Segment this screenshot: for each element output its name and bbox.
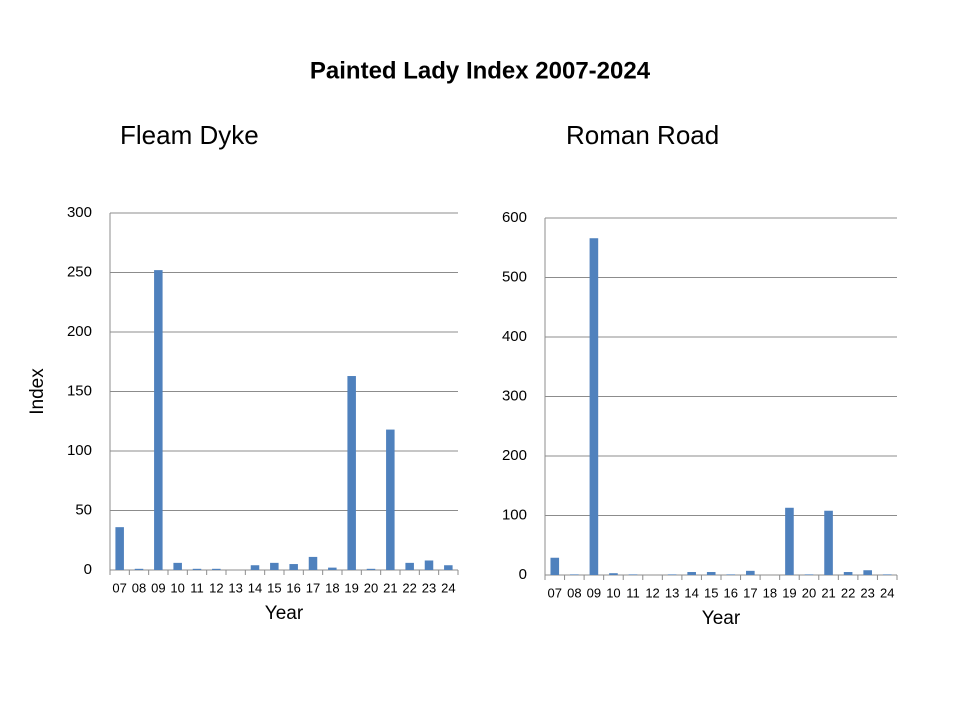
x-tick-label: 24 [441, 580, 455, 595]
x-tick-label: 14 [248, 580, 262, 595]
x-axis-title: Year [265, 603, 304, 624]
x-tick-label: 19 [782, 585, 796, 600]
y-tick-label: 200 [67, 323, 92, 340]
x-tick-label: 10 [606, 585, 620, 600]
x-tick-label: 21 [821, 585, 835, 600]
y-tick-label: 50 [75, 501, 92, 518]
x-tick-label: 08 [132, 580, 146, 595]
x-tick-label: 16 [724, 585, 738, 600]
bar [386, 429, 395, 570]
bar [882, 574, 892, 575]
y-tick-label: 250 [67, 263, 92, 280]
x-tick-label: 07 [112, 580, 126, 595]
bar [115, 527, 124, 570]
bar [308, 556, 318, 570]
bar [824, 510, 833, 575]
bar [173, 562, 182, 570]
y-tick-label: 200 [502, 447, 527, 464]
x-tick-label: 24 [880, 585, 894, 600]
chart-title: Fleam Dyke [120, 120, 259, 150]
bar [687, 572, 696, 575]
x-tick-label: 12 [645, 585, 659, 600]
bar [250, 565, 260, 570]
bar [347, 376, 356, 570]
x-tick-label: 22 [402, 580, 416, 595]
y-tick-label: 300 [502, 387, 527, 404]
x-tick-label: 17 [306, 580, 320, 595]
y-tick-label: 150 [67, 382, 92, 399]
x-tick-label: 23 [860, 585, 874, 600]
x-tick-label: 16 [286, 580, 300, 595]
y-tick-label: 600 [502, 209, 527, 226]
bar [192, 568, 202, 570]
x-tick-label: 08 [567, 585, 581, 600]
bar [134, 568, 144, 570]
bar [550, 557, 560, 575]
x-tick-label: 10 [170, 580, 184, 595]
y-tick-label: 100 [67, 442, 92, 459]
x-tick-label: 09 [587, 585, 601, 600]
x-tick-label: 13 [228, 580, 242, 595]
x-tick-label: 09 [151, 580, 165, 595]
x-axis-title: Year [702, 608, 741, 629]
y-tick-label: 0 [519, 566, 527, 583]
bar [589, 238, 599, 576]
x-tick-label: 19 [344, 580, 358, 595]
x-tick-label: 18 [763, 585, 777, 600]
bar [328, 567, 337, 570]
x-tick-label: 11 [626, 585, 640, 600]
slide-title: Painted Lady Index 2007-2024 [310, 57, 651, 84]
y-tick-label: 500 [502, 268, 527, 285]
x-tick-label: 07 [548, 585, 562, 600]
x-tick-label: 21 [383, 580, 397, 595]
x-tick-label: 15 [704, 585, 718, 600]
x-tick-label: 14 [684, 585, 698, 600]
x-tick-label: 18 [325, 580, 339, 595]
bar [628, 574, 638, 575]
x-tick-label: 20 [802, 585, 816, 600]
chart-title: Roman Road [566, 120, 719, 150]
x-tick-label: 12 [209, 580, 223, 595]
bar [154, 270, 163, 570]
bar [289, 564, 298, 570]
bar [726, 574, 736, 575]
bar [424, 560, 434, 570]
bar [609, 573, 618, 575]
bar [405, 562, 414, 570]
x-tick-label: 15 [267, 580, 281, 595]
bar [804, 574, 814, 575]
y-tick-label: 0 [84, 561, 92, 578]
x-tick-label: 20 [364, 580, 378, 595]
y-tick-label: 100 [502, 506, 527, 523]
x-tick-label: 22 [841, 585, 855, 600]
bar [843, 572, 853, 575]
bar [366, 568, 376, 570]
bar [270, 562, 279, 570]
y-tick-label: 300 [67, 204, 92, 221]
x-tick-label: 23 [422, 580, 436, 595]
bar [667, 574, 677, 575]
x-tick-label: 17 [743, 585, 757, 600]
bar [746, 570, 755, 575]
x-tick-label: 11 [190, 580, 204, 595]
bar [863, 570, 872, 575]
x-tick-label: 13 [665, 585, 679, 600]
y-axis-title: Index [27, 368, 48, 415]
bar [785, 507, 794, 575]
bar [212, 568, 221, 570]
y-tick-label: 400 [502, 328, 527, 345]
bar [706, 572, 716, 575]
bar [570, 574, 579, 575]
bar [444, 565, 453, 570]
